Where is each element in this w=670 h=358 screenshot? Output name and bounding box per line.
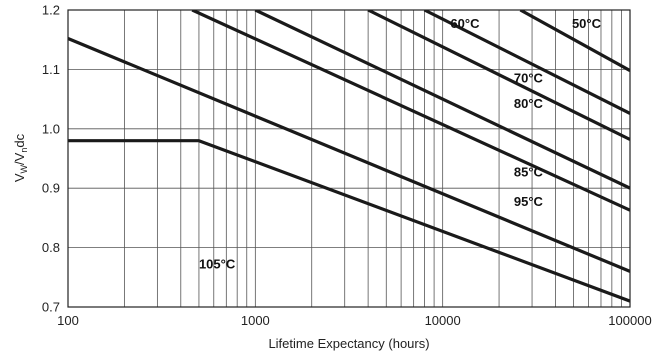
y-tick-label: 0.9: [42, 181, 60, 196]
series-label: 95°C: [514, 194, 544, 209]
series-label: 85°C: [514, 164, 544, 179]
y-tick-labels: 0.7 0.8 0.9 1.0 1.1 1.2: [42, 3, 60, 315]
x-tick-label: 1000: [241, 313, 270, 328]
y-tick-label: 1.0: [42, 121, 60, 136]
series-labels: 105°C 95°C 85°C 80°C 70°C 60°C 50°C: [199, 16, 602, 272]
x-tick-label: 10000: [425, 313, 461, 328]
series-line: [367, 10, 630, 141]
grid-lines: [68, 10, 630, 307]
x-tick-labels: 100 1000 10000 100000: [57, 313, 652, 328]
plot-frame: [67, 9, 631, 308]
y-axis-title-sub-n: n: [19, 148, 29, 153]
series-line: [68, 139, 630, 303]
series-line: [68, 37, 630, 273]
y-axis-title-sub-w: W: [19, 164, 29, 173]
y-tick-label: 1.2: [42, 3, 60, 18]
y-tick-label: 0.8: [42, 240, 60, 255]
y-tick-label: 1.1: [42, 62, 60, 77]
y-axis-title-main: V: [12, 173, 27, 182]
series-line: [519, 10, 630, 73]
y-axis-title: VW/Vndc: [12, 133, 29, 182]
y-axis-title-tail: dc: [12, 133, 27, 147]
series-label: 105°C: [199, 256, 236, 271]
series-line: [254, 10, 630, 190]
x-axis-title: Lifetime Expectancy (hours): [268, 336, 429, 351]
series-line: [423, 10, 630, 115]
series-label: 70°C: [514, 70, 544, 85]
series-label: 80°C: [514, 96, 544, 111]
y-tick-label: 0.7: [42, 300, 60, 315]
x-tick-label: 100000: [608, 313, 651, 328]
series-curves: [68, 10, 630, 303]
series-label: 60°C: [450, 16, 480, 31]
x-tick-label: 100: [57, 313, 79, 328]
series-label: 50°C: [572, 16, 602, 31]
y-axis-title-mid: /V: [12, 152, 27, 165]
y-axis-title-group: VW/Vndc: [12, 133, 29, 182]
series-line: [191, 10, 630, 212]
